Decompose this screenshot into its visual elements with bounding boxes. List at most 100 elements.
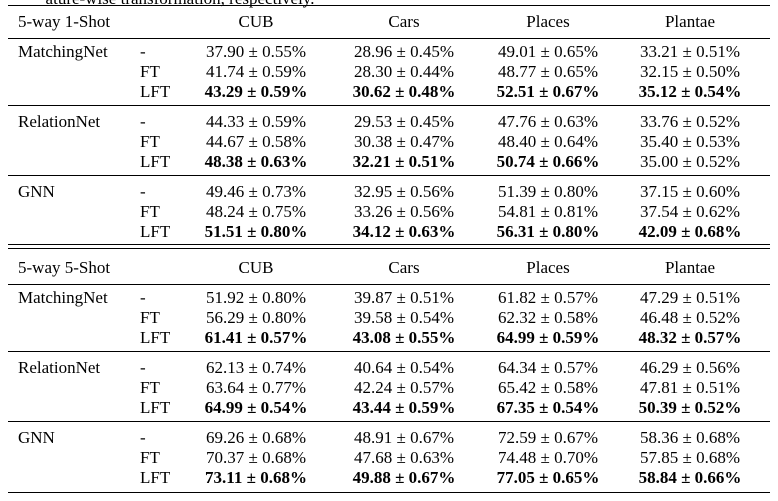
cell: 67.35 ± 0.54%	[496, 398, 600, 417]
cell: 70.37 ± 0.68%	[206, 448, 306, 467]
cell: 47.76 ± 0.63%	[498, 112, 598, 131]
cell: 37.15 ± 0.60%	[640, 182, 740, 201]
cell: 58.84 ± 0.66%	[638, 468, 742, 487]
cell: 52.51 ± 0.67%	[496, 82, 600, 101]
variant: FT	[140, 448, 160, 467]
cell: 40.64 ± 0.54%	[354, 358, 454, 377]
cell: 64.99 ± 0.59%	[496, 328, 600, 347]
section-label: 5-way 1-Shot	[18, 12, 111, 31]
cell: 43.29 ± 0.59%	[204, 82, 308, 101]
variant: -	[140, 288, 146, 307]
cell: 51.51 ± 0.80%	[204, 222, 308, 241]
cell: 74.48 ± 0.70%	[498, 448, 598, 467]
cell: 48.77 ± 0.65%	[498, 62, 598, 81]
cell: 34.12 ± 0.63%	[352, 222, 456, 241]
variant: LFT	[140, 328, 171, 347]
cell: 77.05 ± 0.65%	[496, 468, 600, 487]
cell: 30.62 ± 0.48%	[352, 82, 456, 101]
cell: 44.67 ± 0.58%	[206, 132, 306, 151]
cell: 49.01 ± 0.65%	[498, 42, 598, 61]
caption: ature-wise transformation, respectively.	[46, 0, 315, 9]
cell: 61.41 ± 0.57%	[204, 328, 308, 347]
model-name: RelationNet	[18, 358, 101, 377]
cell: 32.15 ± 0.50%	[640, 62, 740, 81]
cell: 56.31 ± 0.80%	[496, 222, 600, 241]
rule	[8, 492, 770, 493]
cell: 47.68 ± 0.63%	[354, 448, 454, 467]
cell: 57.85 ± 0.68%	[640, 448, 740, 467]
cell: 62.32 ± 0.58%	[498, 308, 598, 327]
cell: 37.54 ± 0.62%	[640, 202, 740, 221]
cell: 37.90 ± 0.55%	[206, 42, 306, 61]
variant: -	[140, 358, 146, 377]
cell: 56.29 ± 0.80%	[206, 308, 306, 327]
cell: 28.96 ± 0.45%	[354, 42, 454, 61]
section-label: 5-way 5-Shot	[18, 258, 111, 277]
cell: 28.30 ± 0.44%	[354, 62, 454, 81]
cell: 58.36 ± 0.68%	[640, 428, 740, 447]
variant: LFT	[140, 468, 171, 487]
variant: LFT	[140, 152, 171, 171]
cell: 73.11 ± 0.68%	[205, 468, 307, 487]
cell: 35.12 ± 0.54%	[638, 82, 742, 101]
cell: 64.34 ± 0.57%	[498, 358, 598, 377]
cell: 48.32 ± 0.57%	[638, 328, 742, 347]
cell: 43.44 ± 0.59%	[352, 398, 456, 417]
column-header: Places	[526, 12, 570, 31]
cell: 44.33 ± 0.59%	[206, 112, 306, 131]
variant: LFT	[140, 222, 171, 241]
column-header: Places	[526, 258, 570, 277]
column-header: CUB	[238, 258, 274, 277]
variant: LFT	[140, 82, 171, 101]
column-header: Cars	[388, 12, 420, 31]
cell: 39.87 ± 0.51%	[354, 288, 454, 307]
cell: 49.88 ± 0.67%	[352, 468, 456, 487]
rule	[8, 421, 770, 422]
cell: 51.39 ± 0.80%	[498, 182, 598, 201]
rule	[8, 244, 770, 245]
variant: -	[140, 428, 146, 447]
cell: 65.42 ± 0.58%	[498, 378, 598, 397]
cell: 51.92 ± 0.80%	[206, 288, 306, 307]
rule	[8, 351, 770, 352]
cell: 33.26 ± 0.56%	[354, 202, 454, 221]
cell: 72.59 ± 0.67%	[498, 428, 598, 447]
model-name: MatchingNet	[18, 288, 108, 307]
model-name: MatchingNet	[18, 42, 108, 61]
variant: LFT	[140, 398, 171, 417]
variant: FT	[140, 132, 160, 151]
column-header: Plantae	[664, 258, 716, 277]
variant: FT	[140, 308, 160, 327]
cell: 61.82 ± 0.57%	[498, 288, 598, 307]
variant: -	[140, 182, 146, 201]
rule	[8, 105, 770, 106]
rule	[8, 175, 770, 176]
cell: 62.13 ± 0.74%	[206, 358, 306, 377]
cell: 69.26 ± 0.68%	[206, 428, 306, 447]
cell: 35.40 ± 0.53%	[640, 132, 740, 151]
cell: 48.91 ± 0.67%	[354, 428, 454, 447]
cell: 33.76 ± 0.52%	[640, 112, 740, 131]
column-header: CUB	[238, 12, 274, 31]
cell: 30.38 ± 0.47%	[354, 132, 454, 151]
column-header: Cars	[388, 258, 420, 277]
model-name: GNN	[18, 182, 55, 201]
variant: FT	[140, 62, 160, 81]
cell: 63.64 ± 0.77%	[206, 378, 306, 397]
cell: 39.58 ± 0.54%	[354, 308, 454, 327]
model-name: RelationNet	[18, 112, 101, 131]
cell: 50.39 ± 0.52%	[638, 398, 742, 417]
cell: 42.09 ± 0.68%	[638, 222, 742, 241]
cell: 43.08 ± 0.55%	[352, 328, 456, 347]
cell: 32.21 ± 0.51%	[352, 152, 456, 171]
model-name: GNN	[18, 428, 55, 447]
cell: 48.24 ± 0.75%	[206, 202, 306, 221]
rule	[8, 284, 770, 285]
variant: -	[140, 112, 146, 131]
variant: -	[140, 42, 146, 61]
cell: 50.74 ± 0.66%	[496, 152, 600, 171]
rule	[8, 248, 770, 249]
variant: FT	[140, 378, 160, 397]
cell: 48.38 ± 0.63%	[204, 152, 308, 171]
